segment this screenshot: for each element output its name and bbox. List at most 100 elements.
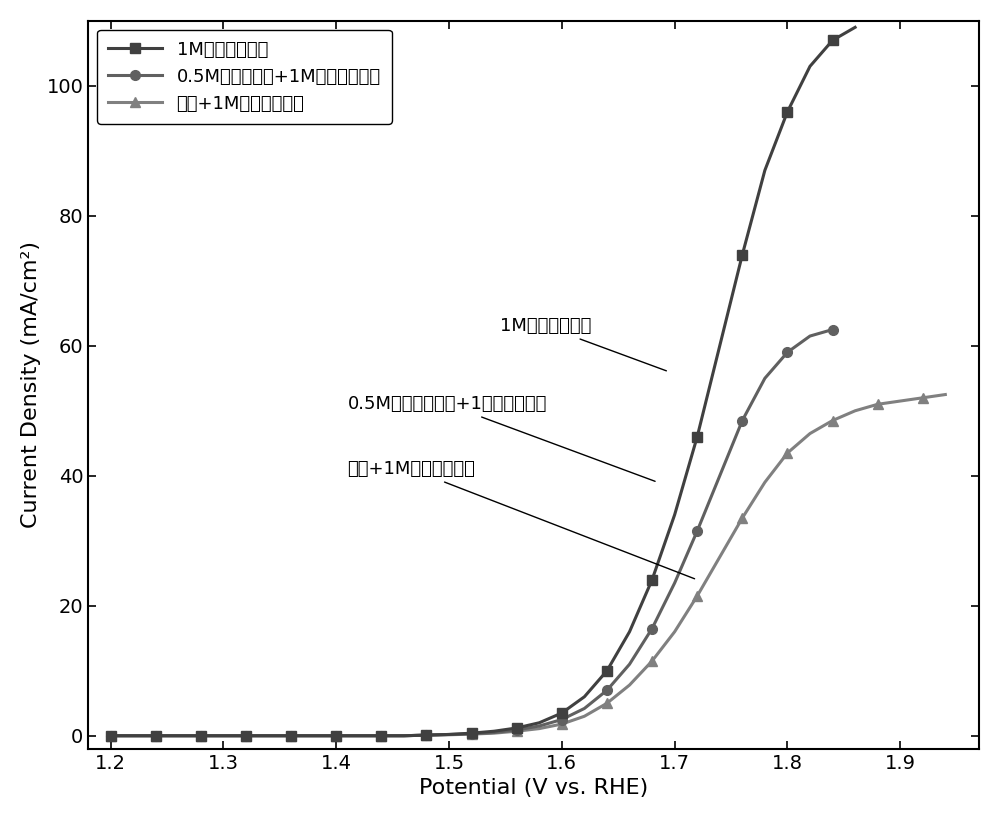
0.5M氯化销溶液+1M氮氧化销溶液 xyxy=(105,731,117,740)
海水+1M氮氧化销溶液 xyxy=(353,731,365,740)
海水+1M氮氧化销溶液 xyxy=(375,731,387,740)
0.5M氯化销溶液+1M氮氧化销溶液 xyxy=(827,324,839,334)
0.5M氯化销溶液+1M氮氧化销溶液 xyxy=(240,731,252,740)
0.5M氯化销溶液+1M氮氧化销溶液 xyxy=(443,730,455,740)
Text: 海水+1M氮氧化销溶液: 海水+1M氮氧化销溶液 xyxy=(348,460,695,579)
1M氮氧化销溶液 xyxy=(669,510,681,520)
1M氮氧化销溶液 xyxy=(488,726,500,736)
0.5M氯化销溶液+1M氮氧化销溶液 xyxy=(217,731,229,740)
1M氮氧化销溶液 xyxy=(691,432,703,441)
海水+1M氮氧化销溶液 xyxy=(872,400,884,410)
1M氮氧化销溶液 xyxy=(330,731,342,740)
1M氮氧化销溶液 xyxy=(511,723,523,733)
1M氮氧化销溶液 xyxy=(105,731,117,740)
1M氮氧化销溶液 xyxy=(466,728,478,738)
1M氮氧化销溶液 xyxy=(420,731,432,740)
海水+1M氮氧化销溶液 xyxy=(330,731,342,740)
海水+1M氮氧化销溶液 xyxy=(736,514,748,523)
海水+1M氮氧化销溶液 xyxy=(195,731,207,740)
海水+1M氮氧化销溶液 xyxy=(443,730,455,740)
0.5M氯化销溶液+1M氮氧化销溶液 xyxy=(375,731,387,740)
海水+1M氮氧化销溶液 xyxy=(804,428,816,438)
0.5M氯化销溶液+1M氮氧化销溶液 xyxy=(488,727,500,737)
0.5M氯化销溶液+1M氮氧化销溶液 xyxy=(736,415,748,425)
0.5M氯化销溶液+1M氮氧化销溶液 xyxy=(669,578,681,588)
海水+1M氮氧化销溶液 xyxy=(150,731,162,740)
0.5M氯化销溶液+1M氮氧化销溶液 xyxy=(263,731,275,740)
0.5M氯化销溶液+1M氮氧化销溶液 xyxy=(353,731,365,740)
0.5M氯化销溶液+1M氮氧化销溶液 xyxy=(759,373,771,383)
1M氮氧化销溶液 xyxy=(353,731,365,740)
海水+1M氮氧化销溶液 xyxy=(894,396,906,406)
0.5M氯化销溶液+1M氮氧化销溶液 xyxy=(150,731,162,740)
1M氮氧化销溶液 xyxy=(759,165,771,175)
1M氮氧化销溶液 xyxy=(646,575,658,585)
1M氮氧化销溶液 xyxy=(556,708,568,718)
海水+1M氮氧化销溶液 xyxy=(172,731,184,740)
Y-axis label: Current Density (mA/cm²): Current Density (mA/cm²) xyxy=(21,242,41,528)
0.5M氯化销溶液+1M氮氧化销溶液 xyxy=(285,731,297,740)
0.5M氯化销溶液+1M氮氧化销溶液 xyxy=(511,725,523,735)
海水+1M氮氧化销溶液 xyxy=(533,724,545,734)
1M氮氧化销溶液 xyxy=(533,717,545,727)
海水+1M氮氧化销溶液 xyxy=(127,731,139,740)
海水+1M氮氧化销溶液 xyxy=(601,699,613,708)
海水+1M氮氧化销溶液 xyxy=(420,731,432,740)
1M氮氧化销溶液 xyxy=(150,731,162,740)
0.5M氯化销溶液+1M氮氧化销溶液 xyxy=(533,721,545,731)
0.5M氯化销溶液+1M氮氧化销溶液 xyxy=(127,731,139,740)
海水+1M氮氧化销溶液 xyxy=(849,406,861,416)
Text: 1M氮氧化销溶液: 1M氮氧化销溶液 xyxy=(500,317,666,371)
1M氮氧化销溶液 xyxy=(578,692,590,702)
1M氮氧化销溶液 xyxy=(308,731,320,740)
1M氮氧化销溶液 xyxy=(375,731,387,740)
1M氮氧化销溶液 xyxy=(714,341,726,351)
0.5M氯化销溶液+1M氮氧化销溶液 xyxy=(578,704,590,713)
1M氮氧化销溶液 xyxy=(781,107,793,117)
Text: 0.5M氯化销水溶液+1氮氧化销溶液: 0.5M氯化销水溶液+1氮氧化销溶液 xyxy=(348,396,655,482)
1M氮氧化销溶液 xyxy=(601,666,613,676)
1M氮氧化销溶液 xyxy=(624,627,636,636)
1M氮氧化销溶液 xyxy=(240,731,252,740)
0.5M氯化销溶液+1M氮氧化销溶液 xyxy=(624,659,636,669)
海水+1M氮氧化销溶液 xyxy=(466,729,478,739)
1M氮氧化销溶液 xyxy=(263,731,275,740)
Line: 海水+1M氮氧化销溶液: 海水+1M氮氧化销溶液 xyxy=(106,390,950,740)
海水+1M氮氧化销溶液 xyxy=(669,627,681,636)
0.5M氯化销溶液+1M氮氧化销溶液 xyxy=(172,731,184,740)
1M氮氧化销溶液 xyxy=(172,731,184,740)
1M氮氧化销溶液 xyxy=(195,731,207,740)
0.5M氯化销溶液+1M氮氧化销溶液 xyxy=(781,347,793,357)
海水+1M氮氧化销溶液 xyxy=(217,731,229,740)
0.5M氯化销溶液+1M氮氧化销溶液 xyxy=(601,686,613,695)
0.5M氯化销溶液+1M氮氧化销溶液 xyxy=(804,331,816,341)
海水+1M氮氧化销溶液 xyxy=(263,731,275,740)
海水+1M氮氧化销溶液 xyxy=(556,719,568,729)
海水+1M氮氧化销溶液 xyxy=(939,390,951,400)
1M氮氧化销溶液 xyxy=(804,61,816,71)
海水+1M氮氧化销溶液 xyxy=(285,731,297,740)
海水+1M氮氧化销溶液 xyxy=(398,731,410,740)
Line: 1M氮氧化销溶液: 1M氮氧化销溶液 xyxy=(106,22,860,740)
海水+1M氮氧化销溶液 xyxy=(624,680,636,690)
Line: 0.5M氯化销溶液+1M氮氧化销溶液: 0.5M氯化销溶液+1M氮氧化销溶液 xyxy=(106,324,837,740)
海水+1M氮氧化销溶液 xyxy=(781,448,793,458)
1M氮氧化销溶液 xyxy=(398,731,410,740)
1M氮氧化销溶液 xyxy=(127,731,139,740)
1M氮氧化销溶液 xyxy=(827,35,839,45)
海水+1M氮氧化销溶液 xyxy=(105,731,117,740)
海水+1M氮氧化销溶液 xyxy=(488,728,500,738)
1M氮氧化销溶液 xyxy=(285,731,297,740)
Legend: 1M氮氧化销溶液, 0.5M氯化销溶液+1M氮氧化销溶液, 海水+1M氮氧化销溶液: 1M氮氧化销溶液, 0.5M氯化销溶液+1M氮氧化销溶液, 海水+1M氮氧化销溶… xyxy=(97,29,392,124)
海水+1M氮氧化销溶液 xyxy=(308,731,320,740)
海水+1M氮氧化销溶液 xyxy=(691,591,703,601)
0.5M氯化销溶液+1M氮氧化销溶液 xyxy=(714,471,726,481)
海水+1M氮氧化销溶液 xyxy=(578,712,590,722)
0.5M氯化销溶液+1M氮氧化销溶液 xyxy=(691,526,703,536)
0.5M氯化销溶液+1M氮氧化销溶液 xyxy=(646,623,658,633)
0.5M氯化销溶液+1M氮氧化销溶液 xyxy=(330,731,342,740)
1M氮氧化销溶液 xyxy=(736,250,748,260)
0.5M氯化销溶液+1M氮氧化销溶液 xyxy=(308,731,320,740)
1M氮氧化销溶液 xyxy=(443,730,455,740)
海水+1M氮氧化销溶液 xyxy=(917,393,929,403)
